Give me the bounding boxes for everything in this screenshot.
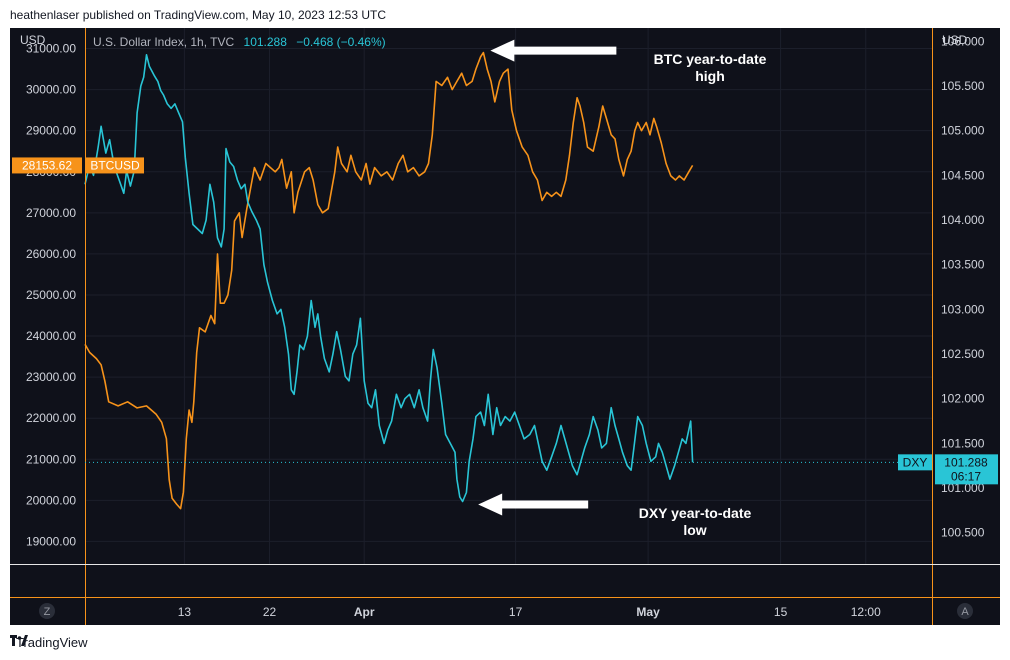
- right-tick-label: 104.500: [941, 168, 985, 182]
- left-tick-label: 23000.00: [26, 370, 76, 384]
- left-tick-label: 25000.00: [26, 288, 76, 302]
- time-tick-label: 22: [263, 605, 277, 619]
- right-tick-label: 101.500: [941, 436, 985, 450]
- brand-footer[interactable]: TradingView: [10, 635, 88, 650]
- right-tick-label: 105.000: [941, 124, 985, 138]
- left-tick-label: 19000.00: [26, 534, 76, 548]
- btc-high-annotation-line2: high: [695, 68, 725, 84]
- attribution-text: heathenlaser published on TradingView.co…: [10, 8, 387, 22]
- right-tick-label: 102.000: [941, 392, 985, 406]
- right-tick-label: 102.500: [941, 347, 985, 361]
- time-tick-label: 15: [774, 605, 788, 619]
- series-line-btcusd[interactable]: [84, 51, 694, 510]
- left-tick-label: 31000.00: [26, 42, 76, 56]
- right-tick-label: 105.500: [941, 79, 985, 93]
- btc-price-badge: [12, 157, 82, 174]
- left-tick-label: 24000.00: [26, 329, 76, 343]
- dxy-symbol-badge: [898, 454, 932, 471]
- left-tick-label: 30000.00: [26, 83, 76, 97]
- right-tick-label: 104.000: [941, 213, 985, 227]
- auto-scale-right-label: A: [961, 606, 969, 618]
- auto-scale-left-button[interactable]: [39, 603, 55, 619]
- btc-high-arrow-icon: [490, 39, 617, 62]
- right-axis-unit: USD: [942, 33, 968, 47]
- right-tick-label: 100.500: [941, 526, 985, 540]
- auto-scale-left-label: Z: [44, 606, 51, 618]
- left-tick-label: 27000.00: [26, 206, 76, 220]
- right-tick-label: 103.000: [941, 302, 985, 316]
- time-tick-label: 17: [509, 605, 523, 619]
- price-chart[interactable]: USD USD U.S. Dollar Index, 1h, TVC 101.2…: [10, 28, 1000, 625]
- dxy-price-badge-value: 101.288: [944, 455, 988, 469]
- symbol-legend[interactable]: U.S. Dollar Index, 1h, TVC 101.288 −0.46…: [93, 35, 386, 49]
- right-tick-label: 101.000: [941, 481, 985, 495]
- left-tick-label: 21000.00: [26, 452, 76, 466]
- time-tick-label: 12:00: [851, 605, 881, 619]
- symbol-label[interactable]: U.S. Dollar Index, 1h, TVC: [93, 35, 235, 49]
- btc-symbol-badge-label: BTCUSD: [90, 158, 140, 172]
- dxy-countdown: 06:17: [951, 469, 981, 483]
- time-tick-label: Apr: [354, 605, 375, 619]
- time-tick-label: May: [636, 605, 660, 619]
- btc-price-badge-value: 28153.62: [22, 158, 72, 172]
- btc-symbol-badge: [86, 157, 144, 174]
- auto-scale-right-button[interactable]: [957, 603, 973, 619]
- chart-panel[interactable]: USD USD U.S. Dollar Index, 1h, TVC 101.2…: [10, 28, 1000, 625]
- time-tick-label: 13: [178, 605, 192, 619]
- left-tick-label: 20000.00: [26, 493, 76, 507]
- dxy-low-arrow-icon: [478, 493, 589, 516]
- left-tick-label: 26000.00: [26, 247, 76, 261]
- left-tick-label: 29000.00: [26, 124, 76, 138]
- symbol-change: −0.468 (−0.46%): [296, 35, 385, 49]
- dxy-price-badge: [935, 454, 998, 485]
- right-tick-label: 103.500: [941, 258, 985, 272]
- right-tick-label: 106.000: [941, 34, 985, 48]
- symbol-last-value: 101.288: [244, 35, 288, 49]
- left-axis-unit: USD: [20, 33, 46, 47]
- dxy-low-annotation-line1: DXY year-to-date: [639, 505, 752, 521]
- series-line-dxy[interactable]: [84, 54, 694, 503]
- brand-name: TradingView: [16, 635, 88, 650]
- left-tick-label: 22000.00: [26, 411, 76, 425]
- btc-high-annotation-line1: BTC year-to-date: [654, 51, 767, 67]
- dxy-low-annotation-line2: low: [683, 522, 706, 538]
- dxy-symbol-badge-label: DXY: [903, 455, 928, 469]
